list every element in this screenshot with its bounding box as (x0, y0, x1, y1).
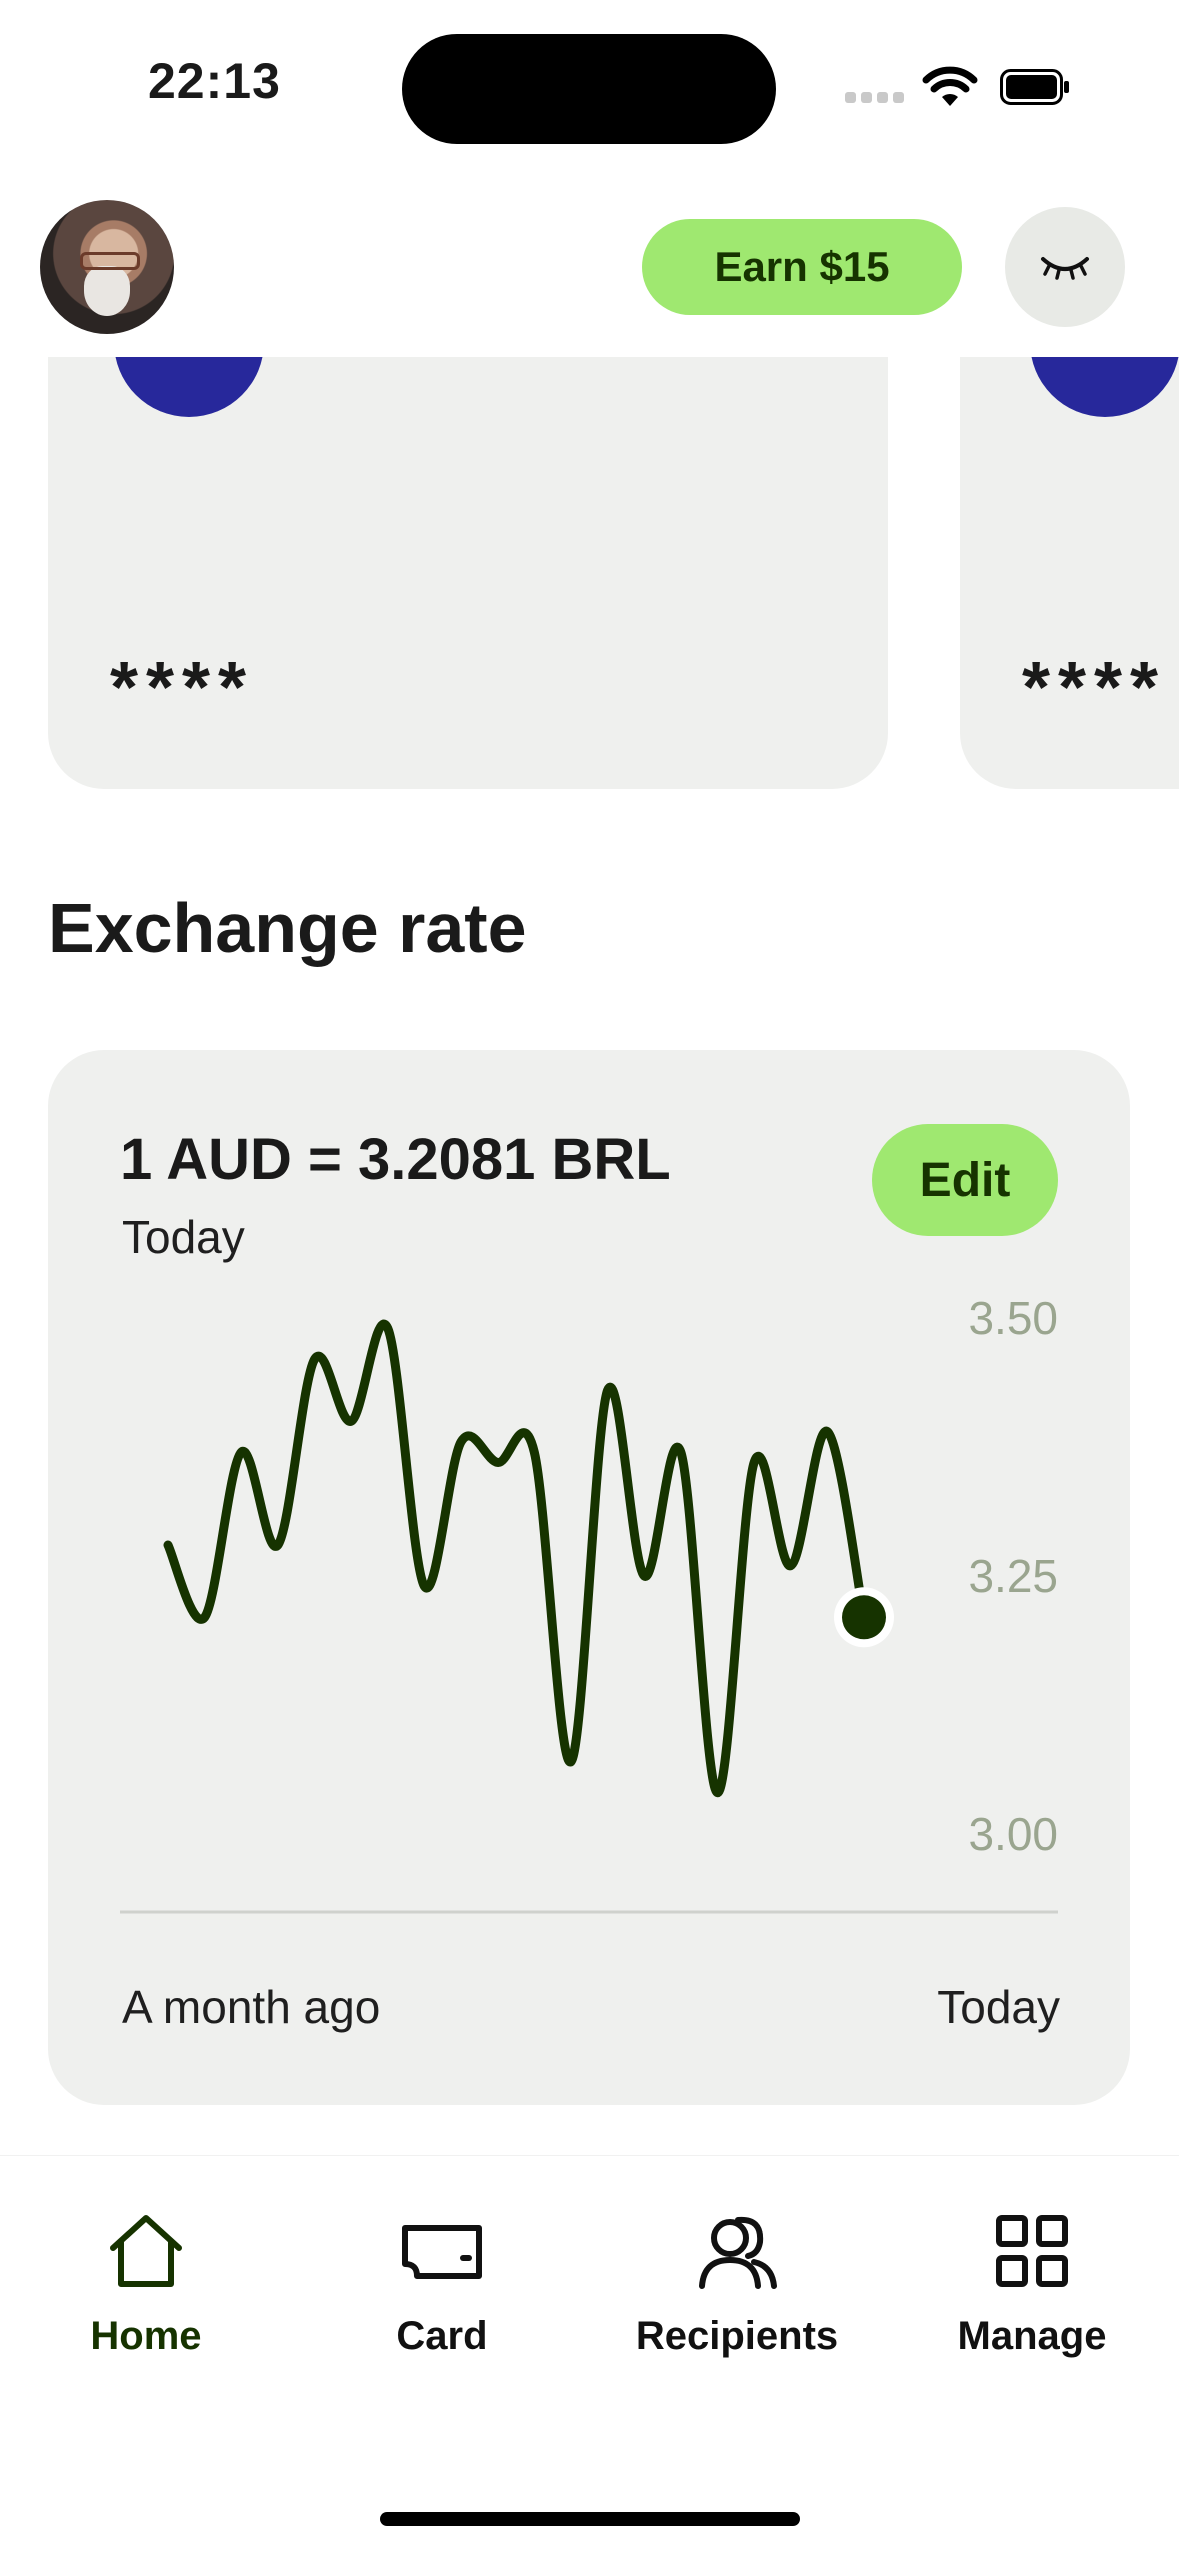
earn-referral-button[interactable]: Earn $15 (642, 219, 962, 315)
hide-balance-button[interactable] (1005, 207, 1125, 327)
avatar-beard (84, 266, 130, 316)
home-icon (110, 2215, 182, 2287)
profile-avatar[interactable] (40, 200, 174, 334)
section-title-exchange-rate: Exchange rate (48, 889, 527, 967)
tab-home-label: Home (90, 2314, 202, 2358)
wifi-icon (922, 66, 978, 106)
x-axis-start-label: A month ago (122, 1981, 381, 2033)
edit-currency-button[interactable]: Edit (872, 1124, 1058, 1236)
y-tick-label: 3.25 (968, 1550, 1058, 1602)
y-tick-label: 3.50 (968, 1292, 1058, 1344)
tab-manage[interactable]: Manage (912, 2206, 1152, 2386)
masked-balance: **** (1022, 648, 1167, 728)
exchange-rate-card[interactable]: 1 AUD = 3.2081 BRL Today Edit 3.50 3.25 3.… (48, 1050, 1130, 2105)
rate-series-line (163, 1319, 869, 1798)
status-time: 22:13 (148, 53, 281, 109)
exchange-rate-date: Today (122, 1211, 245, 1263)
currency-flag-icon (1030, 357, 1179, 417)
exchange-rate-value: 1 AUD = 3.2081 BRL (120, 1127, 671, 1192)
x-axis-end-label: Today (937, 1981, 1060, 2033)
y-tick-label: 3.00 (968, 1808, 1058, 1860)
grid-icon (996, 2215, 1068, 2287)
tab-card-label: Card (396, 2314, 488, 2358)
masked-balance: **** (110, 648, 255, 728)
card-icon (402, 2225, 482, 2279)
battery-icon (1000, 69, 1069, 105)
tab-home[interactable]: Home (26, 2206, 266, 2386)
signal-icon (845, 92, 905, 104)
exchange-rate-chart: 3.50 3.25 3.00 (120, 1292, 1058, 1914)
avatar-glasses (80, 252, 140, 270)
tab-recipients-label: Recipients (635, 2314, 839, 2358)
status-bar: 22:13 (0, 0, 1179, 180)
dynamic-island (402, 34, 776, 144)
account-cards-carousel[interactable]: **** **** (0, 357, 1179, 797)
currency-flag-icon (114, 357, 264, 417)
account-card[interactable]: **** (48, 357, 888, 789)
home-indicator (380, 2512, 800, 2526)
current-rate-marker (842, 1595, 886, 1640)
tab-recipients[interactable]: Recipients (617, 2206, 857, 2386)
tab-card[interactable]: Card (322, 2206, 562, 2386)
account-card[interactable]: **** (960, 357, 1179, 789)
bottom-tab-bar: Home Card Recipients Manage (0, 2155, 1179, 2557)
tab-manage-label: Manage (957, 2314, 1107, 2358)
closed-eye-icon (1041, 257, 1089, 280)
recipients-icon (699, 2216, 777, 2289)
